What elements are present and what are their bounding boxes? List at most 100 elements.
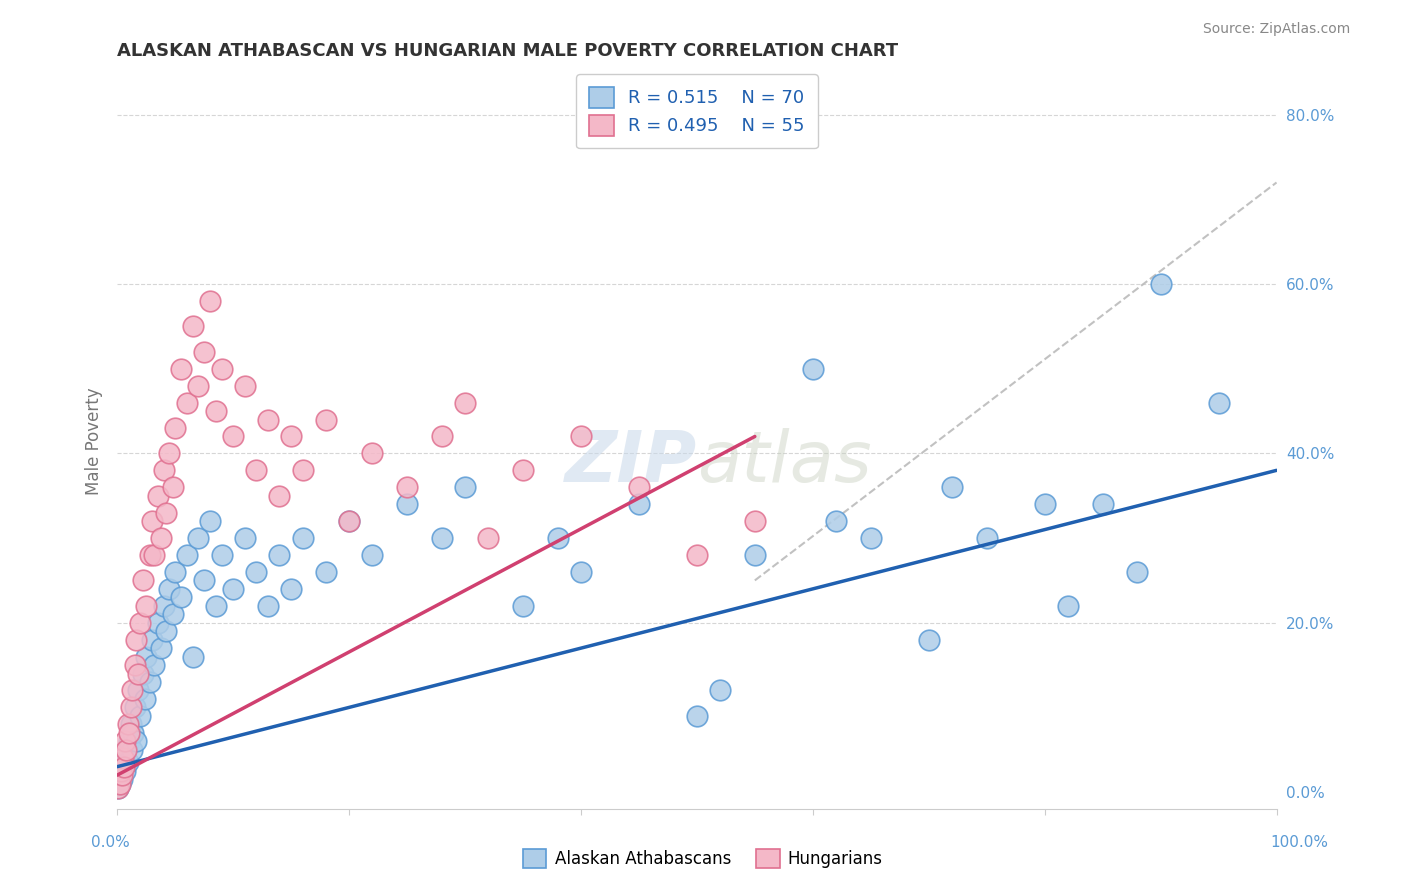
Point <box>138 675 160 690</box>
Point <box>686 709 709 723</box>
Point <box>291 463 314 477</box>
Point <box>129 709 152 723</box>
Point <box>395 480 418 494</box>
Point <box>112 759 135 773</box>
Point <box>801 361 824 376</box>
Point <box>118 726 141 740</box>
Point <box>118 734 141 748</box>
Point <box>176 548 198 562</box>
Point <box>430 429 453 443</box>
Point <box>157 446 180 460</box>
Legend: Alaskan Athabascans, Hungarians: Alaskan Athabascans, Hungarians <box>516 842 890 875</box>
Point <box>155 624 177 639</box>
Point <box>187 378 209 392</box>
Point <box>257 412 280 426</box>
Text: 0.0%: 0.0% <box>91 836 131 850</box>
Point <box>114 734 136 748</box>
Point <box>1091 497 1114 511</box>
Point <box>124 658 146 673</box>
Point <box>627 480 650 494</box>
Point <box>315 565 337 579</box>
Point <box>152 463 174 477</box>
Point <box>121 743 143 757</box>
Point <box>825 514 848 528</box>
Point <box>129 615 152 630</box>
Point <box>134 692 156 706</box>
Point <box>135 649 157 664</box>
Point <box>170 361 193 376</box>
Point <box>269 548 291 562</box>
Text: 100.0%: 100.0% <box>1271 836 1329 850</box>
Point <box>115 743 138 757</box>
Point <box>150 531 173 545</box>
Point <box>131 574 153 588</box>
Point <box>143 548 166 562</box>
Point <box>120 700 142 714</box>
Point <box>181 649 204 664</box>
Point <box>233 531 256 545</box>
Point <box>569 429 592 443</box>
Point <box>111 768 134 782</box>
Point <box>111 772 134 787</box>
Point <box>233 378 256 392</box>
Text: atlas: atlas <box>697 428 872 498</box>
Point <box>146 615 169 630</box>
Point <box>204 404 226 418</box>
Point <box>1033 497 1056 511</box>
Point <box>204 599 226 613</box>
Point <box>198 293 221 308</box>
Point <box>141 514 163 528</box>
Point <box>112 751 135 765</box>
Point <box>361 446 384 460</box>
Point <box>211 361 233 376</box>
Point <box>245 565 267 579</box>
Point <box>135 599 157 613</box>
Point <box>198 514 221 528</box>
Point <box>569 565 592 579</box>
Point <box>222 582 245 596</box>
Point <box>150 641 173 656</box>
Point <box>165 421 187 435</box>
Point <box>291 531 314 545</box>
Point <box>454 395 477 409</box>
Point <box>477 531 499 545</box>
Point <box>121 683 143 698</box>
Point <box>146 489 169 503</box>
Point <box>115 743 138 757</box>
Point <box>280 429 302 443</box>
Point <box>709 683 731 698</box>
Point <box>141 632 163 647</box>
Legend: R = 0.515    N = 70, R = 0.495    N = 55: R = 0.515 N = 70, R = 0.495 N = 55 <box>576 74 818 148</box>
Point <box>138 548 160 562</box>
Point <box>187 531 209 545</box>
Point <box>114 764 136 778</box>
Point <box>269 489 291 503</box>
Point <box>1056 599 1078 613</box>
Point <box>117 717 139 731</box>
Point <box>976 531 998 545</box>
Point <box>125 632 148 647</box>
Point <box>127 666 149 681</box>
Point <box>110 764 132 778</box>
Point <box>222 429 245 443</box>
Point <box>512 599 534 613</box>
Point <box>859 531 882 545</box>
Point <box>211 548 233 562</box>
Point <box>193 344 215 359</box>
Point <box>337 514 360 528</box>
Point <box>120 717 142 731</box>
Point <box>430 531 453 545</box>
Point <box>280 582 302 596</box>
Point <box>512 463 534 477</box>
Point <box>395 497 418 511</box>
Point <box>1149 277 1171 291</box>
Point <box>315 412 337 426</box>
Point <box>162 607 184 622</box>
Point <box>170 591 193 605</box>
Point <box>454 480 477 494</box>
Point <box>257 599 280 613</box>
Text: Source: ZipAtlas.com: Source: ZipAtlas.com <box>1202 22 1350 37</box>
Point <box>162 480 184 494</box>
Point <box>143 658 166 673</box>
Point <box>131 666 153 681</box>
